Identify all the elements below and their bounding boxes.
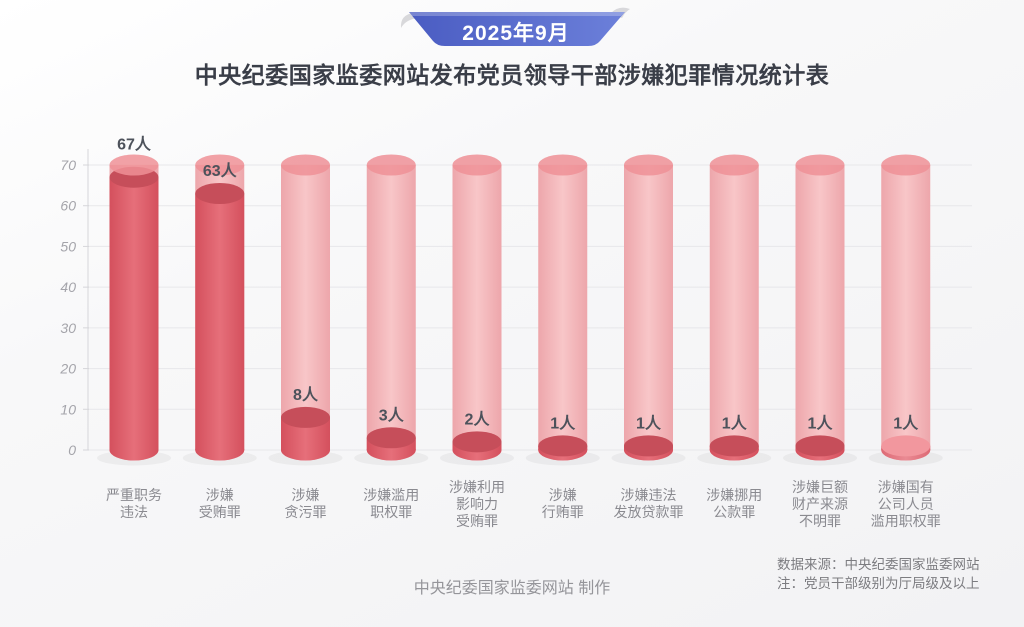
remark-note: 注：党员干部级别为厅局级及以上 [777, 576, 980, 591]
bar-value-label: 67人 [117, 136, 152, 154]
bar: 2人 [440, 154, 514, 466]
y-tick-label: 70 [60, 157, 76, 173]
bar: 8人 [268, 154, 343, 466]
bar-value-label: 1人 [808, 414, 834, 432]
ribbon-body [409, 12, 625, 46]
bar-value-top [795, 435, 845, 457]
y-tick-label: 10 [60, 401, 76, 417]
category-label: 涉嫌 受贿罪 [198, 487, 241, 520]
bar-value-top [281, 406, 330, 428]
bar: 1人 [868, 154, 943, 466]
bar-track-top [881, 154, 931, 176]
category-label: 涉嫌挪用 公款罪 [706, 487, 763, 520]
category-label: 涉嫌违法 发放贷款罪 [613, 487, 684, 520]
bar-track-top [281, 154, 330, 176]
bar-value-label: 1人 [636, 414, 662, 432]
ribbon-graphic [400, 7, 630, 46]
bar-track-top [195, 154, 245, 176]
bar-track-body [795, 165, 845, 450]
bar-value-label: 2人 [465, 410, 491, 428]
bar: 63人 [182, 154, 257, 466]
bar: 1人 [697, 154, 772, 466]
bar: 67人 [97, 136, 171, 466]
y-tick-label: 60 [60, 198, 76, 214]
bar-track-body [624, 165, 673, 450]
bar: 1人 [611, 154, 686, 466]
y-tick-label: 30 [60, 320, 76, 336]
period-label: 2025年9月 [462, 22, 570, 45]
bar-track-top [452, 154, 502, 176]
bar-value-top [881, 435, 931, 457]
category-label: 涉嫌 贪污罪 [284, 487, 327, 520]
bar-track-body [709, 165, 759, 450]
bar-track-top [366, 154, 416, 176]
bar-track-top [109, 154, 159, 176]
bar-track-top [795, 154, 845, 176]
category-label: 涉嫌国有 公司人员 滥用职权罪 [870, 479, 941, 529]
bar-track-top [538, 154, 588, 176]
credit-line: 中央纪委国家监委网站 制作 [413, 580, 611, 597]
bar: 1人 [783, 154, 857, 466]
bar-value-label: 1人 [893, 414, 919, 432]
category-label: 涉嫌 行贿罪 [541, 487, 584, 520]
y-tick-label: 40 [60, 279, 76, 295]
bar-value-label: 63人 [203, 162, 238, 180]
bar-value-top [709, 435, 759, 457]
bar-track-body [281, 165, 330, 450]
bar-value-top [538, 435, 588, 457]
bar-value-top [452, 431, 502, 453]
ribbon-highlight [409, 12, 625, 16]
bar: 3人 [354, 154, 429, 466]
bar-track-body [366, 165, 416, 450]
period-banner: 2025年9月 [399, 3, 633, 51]
bar-track-body [452, 165, 502, 450]
bar: 1人 [525, 154, 600, 466]
category-label: 涉嫌利用 影响力 受贿罪 [449, 479, 505, 529]
y-tick-label: 50 [60, 238, 76, 254]
bar-value-label: 1人 [722, 414, 748, 432]
bar-track-top [624, 154, 673, 176]
bar-value-body [195, 193, 245, 450]
bar-value-body [109, 177, 159, 450]
notes-block: 数据来源：中央纪委国家监委网站 注：党员干部级别为厅局级及以上 [777, 555, 980, 593]
category-label: 严重职务 违法 [106, 487, 162, 520]
y-tick-label: 0 [68, 442, 76, 458]
bar-track-body [538, 165, 588, 450]
bar-value-top [624, 435, 673, 457]
bar-value-label: 3人 [379, 406, 405, 424]
y-tick-label: 20 [59, 361, 76, 377]
bar-value-label: 8人 [293, 386, 319, 404]
bar-track-body [881, 165, 931, 450]
bar-value-top [195, 183, 245, 204]
page-title: 中央纪委国家监委网站发布党员领导干部涉嫌犯罪情况统计表 [194, 62, 830, 88]
bar-value-top [366, 427, 416, 449]
data-source-note: 数据来源：中央纪委国家监委网站 [777, 557, 980, 572]
category-label: 涉嫌巨额 财产来源 不明罪 [792, 479, 848, 529]
bar-value-label: 1人 [550, 414, 576, 432]
category-label: 涉嫌滥用 职权罪 [363, 487, 420, 520]
bar-track-top [709, 154, 759, 176]
